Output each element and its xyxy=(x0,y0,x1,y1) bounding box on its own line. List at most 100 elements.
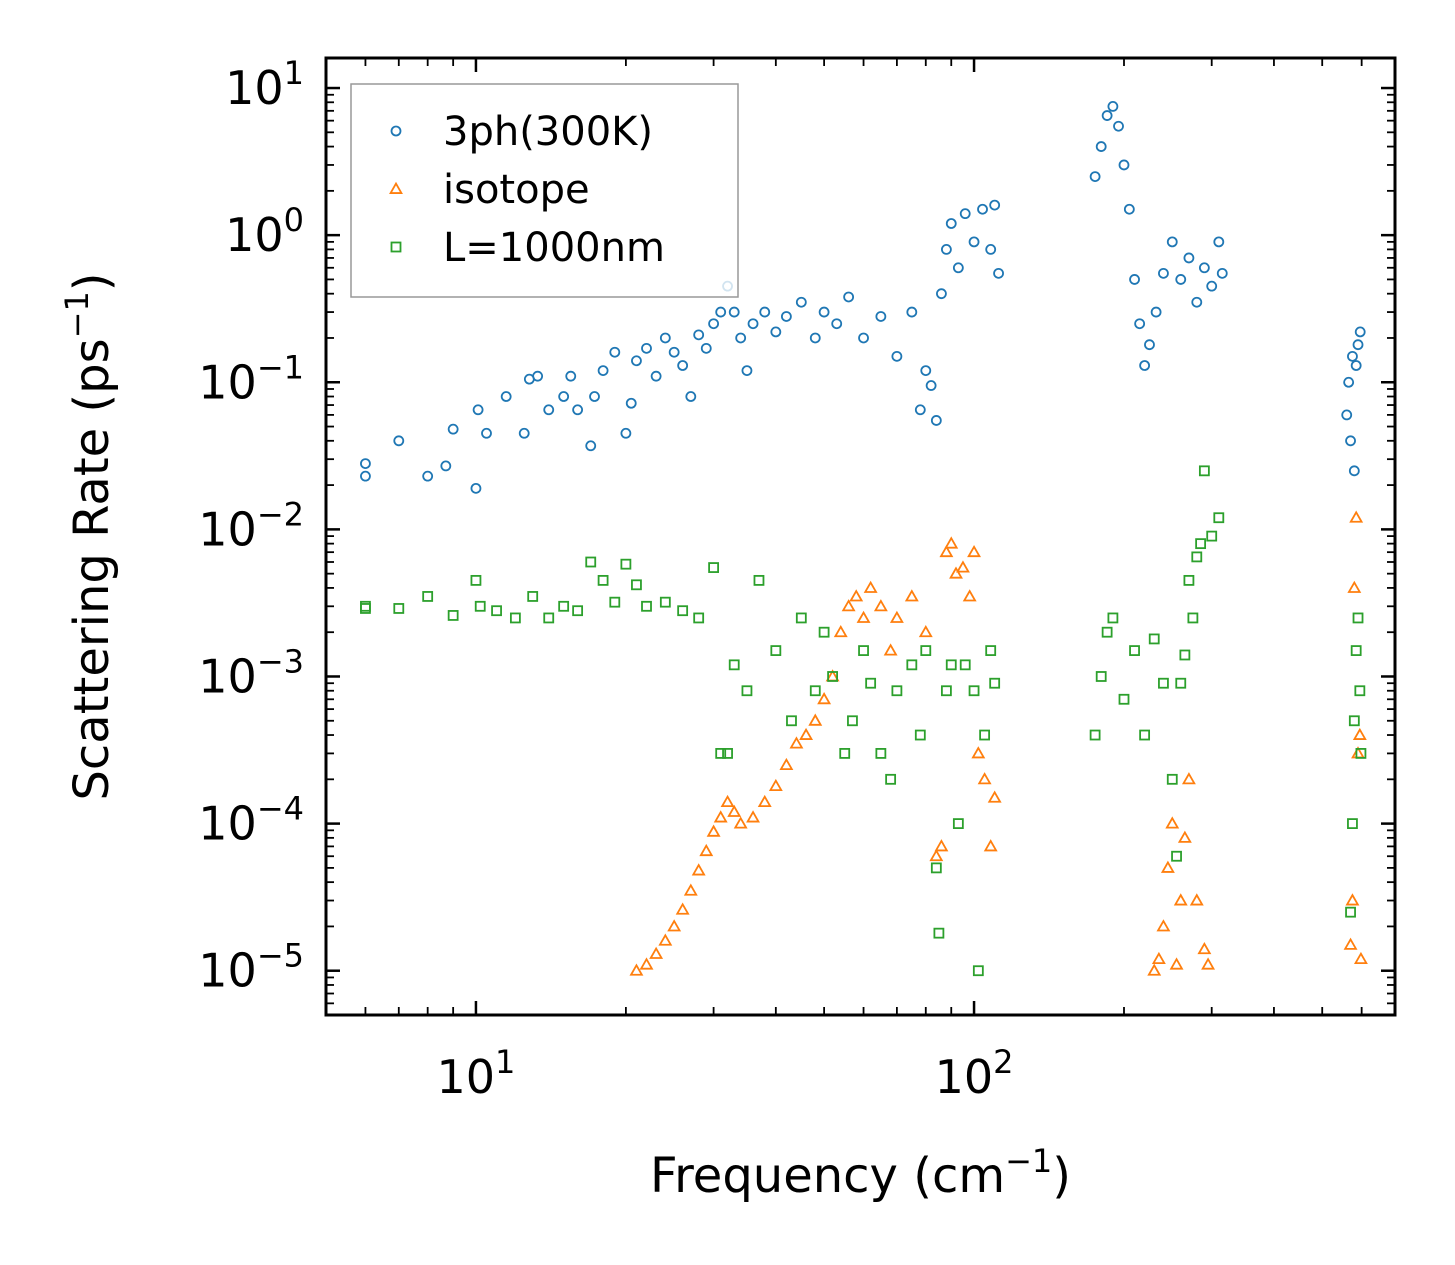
point-0-66 xyxy=(1095,141,1107,152)
point-0-63 xyxy=(989,199,1001,211)
y-tick-label-5: 10−4 xyxy=(198,790,304,851)
point-2-45 xyxy=(933,927,945,939)
point-0-8 xyxy=(481,427,492,439)
point-0-83 xyxy=(1206,280,1218,292)
point-2-33 xyxy=(827,671,838,682)
point-2-70 xyxy=(1191,551,1203,563)
point-0-93 xyxy=(1354,326,1366,338)
point-1-34 xyxy=(934,839,949,852)
point-0-22 xyxy=(625,397,637,409)
x-tick-label-0: 101 xyxy=(436,1043,515,1104)
point-2-71 xyxy=(1195,538,1207,550)
point-2-54 xyxy=(989,677,1001,689)
point-0-62 xyxy=(985,243,997,255)
point-0-40 xyxy=(770,326,782,338)
point-2-80 xyxy=(1354,685,1366,697)
point-2-18 xyxy=(641,600,652,612)
point-0-90 xyxy=(1348,465,1360,477)
point-2-35 xyxy=(847,715,858,727)
point-0-78 xyxy=(1166,236,1178,248)
point-2-69 xyxy=(1187,612,1199,624)
point-1-52 xyxy=(1177,830,1192,843)
point-2-26 xyxy=(741,685,753,697)
legend-label-1: isotope xyxy=(443,167,590,213)
point-1-45 xyxy=(1147,963,1162,976)
point-2-78 xyxy=(1350,645,1362,656)
point-2-7 xyxy=(491,605,502,617)
point-0-35 xyxy=(728,306,740,318)
point-1-55 xyxy=(1197,942,1212,955)
point-2-14 xyxy=(597,574,609,586)
point-1-33 xyxy=(929,849,944,862)
point-2-37 xyxy=(865,677,877,689)
point-0-77 xyxy=(1158,267,1169,279)
point-0-30 xyxy=(693,329,705,341)
point-0-27 xyxy=(668,346,680,358)
legend-label-0: 3ph(300K) xyxy=(443,109,653,155)
point-1-28 xyxy=(873,599,888,612)
point-0-87 xyxy=(1343,376,1355,388)
point-2-32 xyxy=(818,626,830,638)
point-2-11 xyxy=(558,600,570,612)
point-1-60 xyxy=(1349,510,1364,523)
point-2-75 xyxy=(1345,906,1356,918)
point-1-6 xyxy=(683,883,698,896)
point-2-47 xyxy=(945,659,957,671)
point-2-19 xyxy=(659,596,671,608)
series-0 xyxy=(360,101,1366,494)
point-2-13 xyxy=(585,556,597,568)
point-1-58 xyxy=(1345,893,1360,906)
point-0-15 xyxy=(565,370,577,382)
point-2-46 xyxy=(940,685,952,697)
point-2-1 xyxy=(360,603,371,614)
point-0-59 xyxy=(959,208,971,220)
point-1-5 xyxy=(675,902,690,915)
point-2-20 xyxy=(677,605,689,617)
point-2-36 xyxy=(858,645,869,656)
point-2-42 xyxy=(914,729,926,741)
legend-marker-0 xyxy=(390,125,402,137)
point-1-7 xyxy=(691,863,706,876)
point-0-23 xyxy=(631,355,642,367)
point-2-27 xyxy=(753,574,765,586)
point-1-36 xyxy=(944,536,959,549)
point-0-37 xyxy=(741,365,753,377)
point-0-14 xyxy=(558,391,570,402)
point-1-2 xyxy=(649,946,664,959)
point-0-61 xyxy=(977,203,988,215)
point-0-79 xyxy=(1175,274,1187,285)
point-2-9 xyxy=(527,591,539,602)
point-2-73 xyxy=(1206,530,1218,542)
y-tick-label-6: 10−5 xyxy=(198,937,304,998)
point-0-13 xyxy=(543,404,555,416)
point-2-24 xyxy=(722,748,733,759)
point-1-57 xyxy=(1343,937,1358,950)
legend-marker-1 xyxy=(389,181,403,194)
point-0-6 xyxy=(470,482,482,494)
point-0-26 xyxy=(659,332,671,344)
y-tick-label-3: 10−2 xyxy=(198,495,304,556)
point-0-42 xyxy=(795,296,807,308)
point-1-54 xyxy=(1189,893,1204,906)
point-0-81 xyxy=(1191,296,1203,308)
point-0-56 xyxy=(940,243,952,255)
point-2-55 xyxy=(1089,729,1101,741)
point-0-73 xyxy=(1134,318,1146,330)
point-1-63 xyxy=(1353,951,1368,965)
plot-area xyxy=(360,101,1368,977)
point-0-52 xyxy=(920,365,932,377)
point-0-1 xyxy=(360,470,371,482)
point-1-48 xyxy=(1160,860,1175,873)
point-2-79 xyxy=(1352,612,1364,624)
point-0-41 xyxy=(780,311,792,322)
point-0-57 xyxy=(945,218,957,229)
point-1-30 xyxy=(889,610,904,623)
point-0-43 xyxy=(809,332,821,344)
point-0-45 xyxy=(831,318,843,330)
point-1-1 xyxy=(639,957,654,970)
point-0-39 xyxy=(759,306,771,318)
point-1-10 xyxy=(713,810,728,823)
point-0-31 xyxy=(700,342,712,354)
point-1-44 xyxy=(987,790,1002,803)
